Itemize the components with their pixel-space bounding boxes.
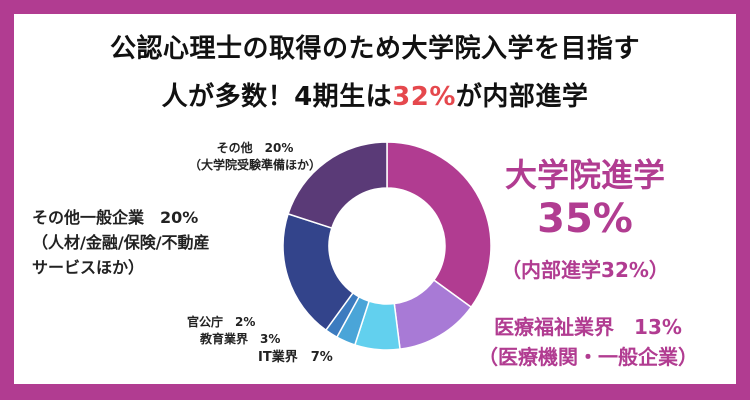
label-general-sub2: サービスほか） [32, 258, 145, 277]
label-grad-school: 大学院進学 35% （内部進学32%） [470, 150, 700, 290]
title-line2-prefix: 人が多数！4期生は [161, 82, 393, 112]
label-other: その他 20% （大学院受験準備ほか） [170, 140, 340, 174]
label-general-sub1: （人材/金融/保険/不動産 [32, 233, 210, 252]
label-education: 教育業界 3% [200, 332, 281, 346]
label-other-sub: （大学院受験準備ほか） [188, 158, 321, 172]
title-line2-suffix: が内部進学 [455, 82, 589, 112]
label-medical: 医療福祉業界 13% （医療機関・一般企業） [468, 312, 708, 372]
label-grad-school-name: 大学院進学 [504, 156, 665, 194]
chart-title-line2: 人が多数！4期生は32%が内部進学 [0, 80, 750, 114]
label-grad-school-pct: 35% [537, 196, 633, 242]
chart-title-line1: 公認心理士の取得のため大学院入学を目指す [109, 34, 640, 64]
label-government: 官公庁 2% [187, 315, 256, 329]
label-medical-name: 医療福祉業界 13% [494, 315, 682, 339]
label-medical-sub: （医療機関・一般企業） [478, 345, 698, 369]
label-other-name: その他 20% [216, 141, 294, 155]
donut-slice-1 [386, 141, 492, 309]
title-line2-highlight: 32% [392, 82, 456, 112]
label-grad-school-sub: （内部進学32%） [501, 258, 669, 282]
label-it: IT業界 7% [258, 350, 333, 365]
label-general: その他一般企業 20% （人材/金融/保険/不動産 サービスほか） [32, 205, 210, 280]
label-general-name: その他一般企業 20% [32, 208, 199, 227]
donut-slice-7 [287, 141, 388, 230]
